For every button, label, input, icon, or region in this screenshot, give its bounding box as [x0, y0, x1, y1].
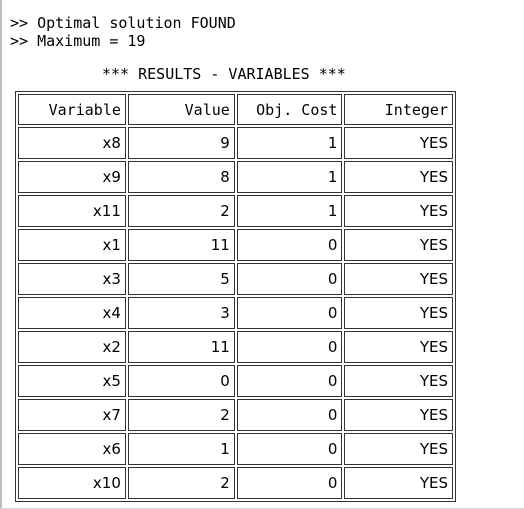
- cell-obj-cost: 1: [236, 127, 343, 159]
- cell-variable: x11: [18, 195, 126, 227]
- cell-obj-cost: 0: [236, 297, 343, 329]
- cell-integer: YES: [344, 127, 453, 159]
- cell-obj-cost: 0: [236, 467, 343, 499]
- cell-value: 11: [127, 229, 235, 261]
- cell-value: 1: [127, 433, 235, 465]
- table-row: x11 2 1 YES: [18, 195, 453, 227]
- table-row: x6 1 0 YES: [18, 433, 453, 465]
- table-row: x7 2 0 YES: [18, 399, 453, 431]
- cell-integer: YES: [344, 467, 453, 499]
- cell-integer: YES: [344, 433, 453, 465]
- header-variable: Variable: [18, 94, 126, 125]
- cell-value: 11: [127, 331, 235, 363]
- cell-obj-cost: 0: [236, 365, 343, 397]
- cell-value: 2: [127, 195, 235, 227]
- cell-value: 8: [127, 161, 235, 193]
- cell-obj-cost: 0: [236, 263, 343, 295]
- cell-obj-cost: 1: [236, 195, 343, 227]
- cell-integer: YES: [344, 229, 453, 261]
- header-integer: Integer: [344, 94, 453, 125]
- cell-integer: YES: [344, 365, 453, 397]
- table-row: x4 3 0 YES: [18, 297, 453, 329]
- cell-obj-cost: 1: [236, 161, 343, 193]
- results-variables-table: Variable Value Obj. Cost Integer x8 9 1 …: [15, 91, 456, 502]
- cell-variable: x1: [18, 229, 126, 261]
- console-status-line: >> Optimal solution FOUND: [10, 14, 236, 32]
- cell-integer: YES: [344, 331, 453, 363]
- table-header-row: Variable Value Obj. Cost Integer: [18, 94, 453, 125]
- cell-integer: YES: [344, 195, 453, 227]
- cell-value: 2: [127, 467, 235, 499]
- cell-variable: x5: [18, 365, 126, 397]
- table-row: x3 5 0 YES: [18, 263, 453, 295]
- cell-value: 5: [127, 263, 235, 295]
- cell-value: 3: [127, 297, 235, 329]
- cell-integer: YES: [344, 399, 453, 431]
- cell-variable: x10: [18, 467, 126, 499]
- cell-obj-cost: 0: [236, 433, 343, 465]
- cell-value: 0: [127, 365, 235, 397]
- table-row: x5 0 0 YES: [18, 365, 453, 397]
- cell-obj-cost: 0: [236, 331, 343, 363]
- cell-variable: x9: [18, 161, 126, 193]
- cell-variable: x4: [18, 297, 126, 329]
- results-title: *** RESULTS - VARIABLES ***: [102, 65, 346, 83]
- cell-variable: x7: [18, 399, 126, 431]
- console-maximum-line: >> Maximum = 19: [10, 32, 146, 50]
- cell-integer: YES: [344, 297, 453, 329]
- cell-integer: YES: [344, 263, 453, 295]
- table-row: x8 9 1 YES: [18, 127, 453, 159]
- table-row: x1 11 0 YES: [18, 229, 453, 261]
- window-left-border: [0, 0, 2, 509]
- table-row: x9 8 1 YES: [18, 161, 453, 193]
- cell-variable: x3: [18, 263, 126, 295]
- cell-obj-cost: 0: [236, 399, 343, 431]
- table-row: x2 11 0 YES: [18, 331, 453, 363]
- header-obj-cost: Obj. Cost: [236, 94, 343, 125]
- cell-value: 9: [127, 127, 235, 159]
- cell-variable: x8: [18, 127, 126, 159]
- cell-value: 2: [127, 399, 235, 431]
- table-row: x10 2 0 YES: [18, 467, 453, 499]
- cell-obj-cost: 0: [236, 229, 343, 261]
- cell-integer: YES: [344, 161, 453, 193]
- cell-variable: x2: [18, 331, 126, 363]
- cell-variable: x6: [18, 433, 126, 465]
- header-value: Value: [127, 94, 235, 125]
